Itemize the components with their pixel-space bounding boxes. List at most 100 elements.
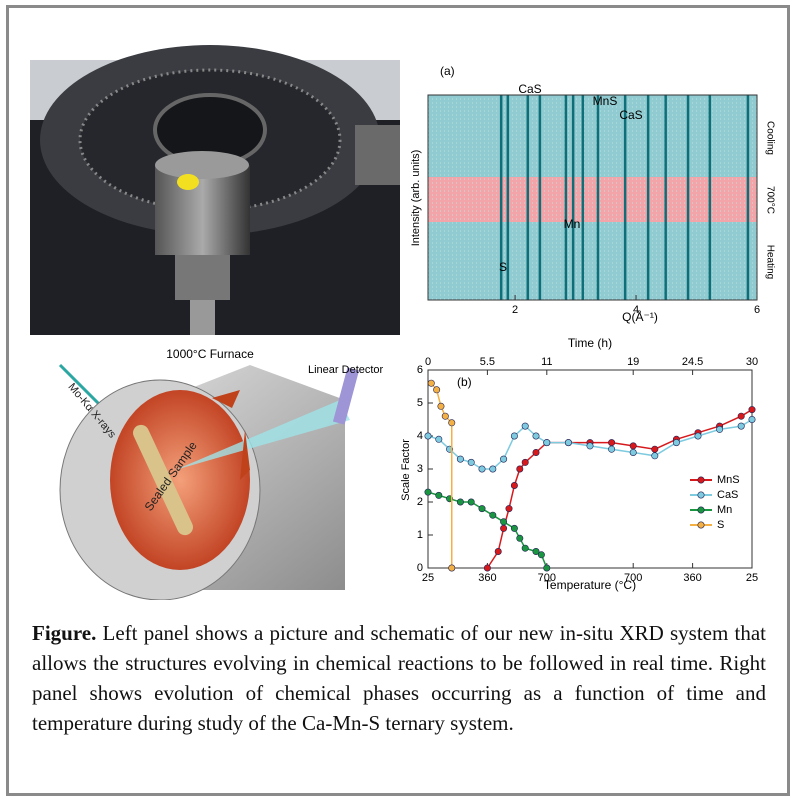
data-point (478, 505, 486, 513)
phase-label: Cooling (764, 121, 775, 155)
panel-tag: (b) (457, 375, 472, 389)
data-point (694, 432, 702, 440)
detector-label: Linear Detector (308, 364, 384, 376)
photo (30, 45, 400, 335)
bottom-tick-label: 700 (624, 572, 642, 584)
y-label: Intensity (arb. units) (410, 150, 422, 247)
caption-lead: Figure. (32, 621, 97, 645)
data-point (467, 458, 475, 466)
legend-label: S (717, 519, 724, 531)
bottom-tick-label: 25 (746, 572, 758, 584)
caption: Figure. Left panel shows a picture and s… (32, 618, 766, 738)
series-line (486, 408, 753, 569)
data-point (510, 481, 518, 489)
bottom-tick-label: 25 (422, 572, 434, 584)
y-tick-label: 2 (417, 496, 423, 508)
phase-label: 700°C (764, 186, 775, 214)
data-point (608, 445, 616, 453)
data-point (516, 465, 524, 473)
x-tick-label: 2 (512, 304, 518, 316)
data-point (500, 455, 508, 463)
x-label: Q(Å⁻¹) (622, 309, 658, 324)
data-point (483, 564, 491, 572)
data-point (737, 422, 745, 430)
top-tick-label: 24.5 (682, 356, 703, 368)
top-tick-label: 11 (541, 356, 552, 368)
data-point (672, 439, 680, 447)
legend-marker (697, 506, 705, 514)
top-tick-label: 30 (746, 356, 758, 368)
y-tick-label: 0 (417, 562, 423, 574)
peak-label: S (499, 260, 507, 274)
data-point (424, 488, 432, 496)
data-point (456, 455, 464, 463)
data-point (505, 505, 513, 513)
data-point (564, 439, 572, 447)
data-point (448, 564, 456, 572)
top-tick-label: 5.5 (480, 356, 495, 368)
panel-tag: (a) (440, 64, 455, 78)
data-point (467, 498, 475, 506)
data-point (651, 452, 659, 460)
y-tick-label: 4 (417, 430, 423, 442)
data-point (748, 406, 756, 414)
bottom-label: Temperature (°C) (544, 578, 636, 592)
data-point (608, 439, 616, 447)
series-line (430, 382, 453, 568)
data-point (500, 518, 508, 526)
data-point (629, 442, 637, 450)
data-point (435, 435, 443, 443)
data-point (510, 524, 518, 532)
panel-a: 2 4 6 Q(Å⁻¹) Intensity (arb. units) (a) CaSMnS… (410, 64, 775, 324)
data-point (521, 422, 529, 430)
data-point (629, 448, 637, 456)
data-point (494, 547, 502, 555)
peak-label: CaS (619, 108, 642, 122)
data-point (427, 379, 435, 387)
data-point (500, 524, 508, 532)
data-point (532, 547, 540, 555)
data-point (748, 415, 756, 423)
data-point (532, 448, 540, 456)
bottom-tick-label: 360 (683, 572, 701, 584)
data-point (489, 511, 497, 519)
legend-label: MnS (717, 474, 740, 486)
data-point (489, 465, 497, 473)
top-tick-label: 0 (425, 356, 431, 368)
y-tick-label: 6 (417, 364, 423, 376)
y-tick-label: 5 (417, 397, 423, 409)
data-point (441, 412, 449, 420)
data-point (651, 445, 659, 453)
figure: 1000°C Furnace Mo-Kα X-rays Linear Detec… (30, 45, 775, 600)
phase-label: Heating (764, 245, 775, 279)
legend-marker (697, 491, 705, 499)
caption-text: Left panel shows a picture and schematic… (32, 621, 766, 735)
series-line (427, 491, 548, 569)
schematic: 1000°C Furnace Mo-Kα X-rays Linear Detec… (58, 347, 384, 600)
legend-label: Mn (717, 504, 732, 516)
data-point (448, 419, 456, 427)
data-point (516, 534, 524, 542)
legend-label: CaS (717, 489, 738, 501)
bottom-tick-label: 700 (538, 572, 556, 584)
data-point (435, 491, 443, 499)
data-point (521, 458, 529, 466)
data-point (456, 498, 464, 506)
plot-frame (427, 369, 753, 569)
data-point (737, 412, 745, 420)
peak-label: MnS (593, 94, 618, 108)
x-tick-label: 6 (754, 304, 760, 316)
data-point (586, 442, 594, 450)
data-point (521, 544, 529, 552)
legend-marker (697, 521, 705, 529)
furnace-label: 1000°C Furnace (166, 347, 254, 361)
data-point (543, 564, 551, 572)
x-tick-label: 4 (633, 304, 639, 316)
data-point (532, 432, 540, 440)
frame (6, 5, 790, 796)
series-line (427, 418, 753, 470)
data-point (478, 465, 486, 473)
y-tick-label: 3 (417, 463, 423, 475)
